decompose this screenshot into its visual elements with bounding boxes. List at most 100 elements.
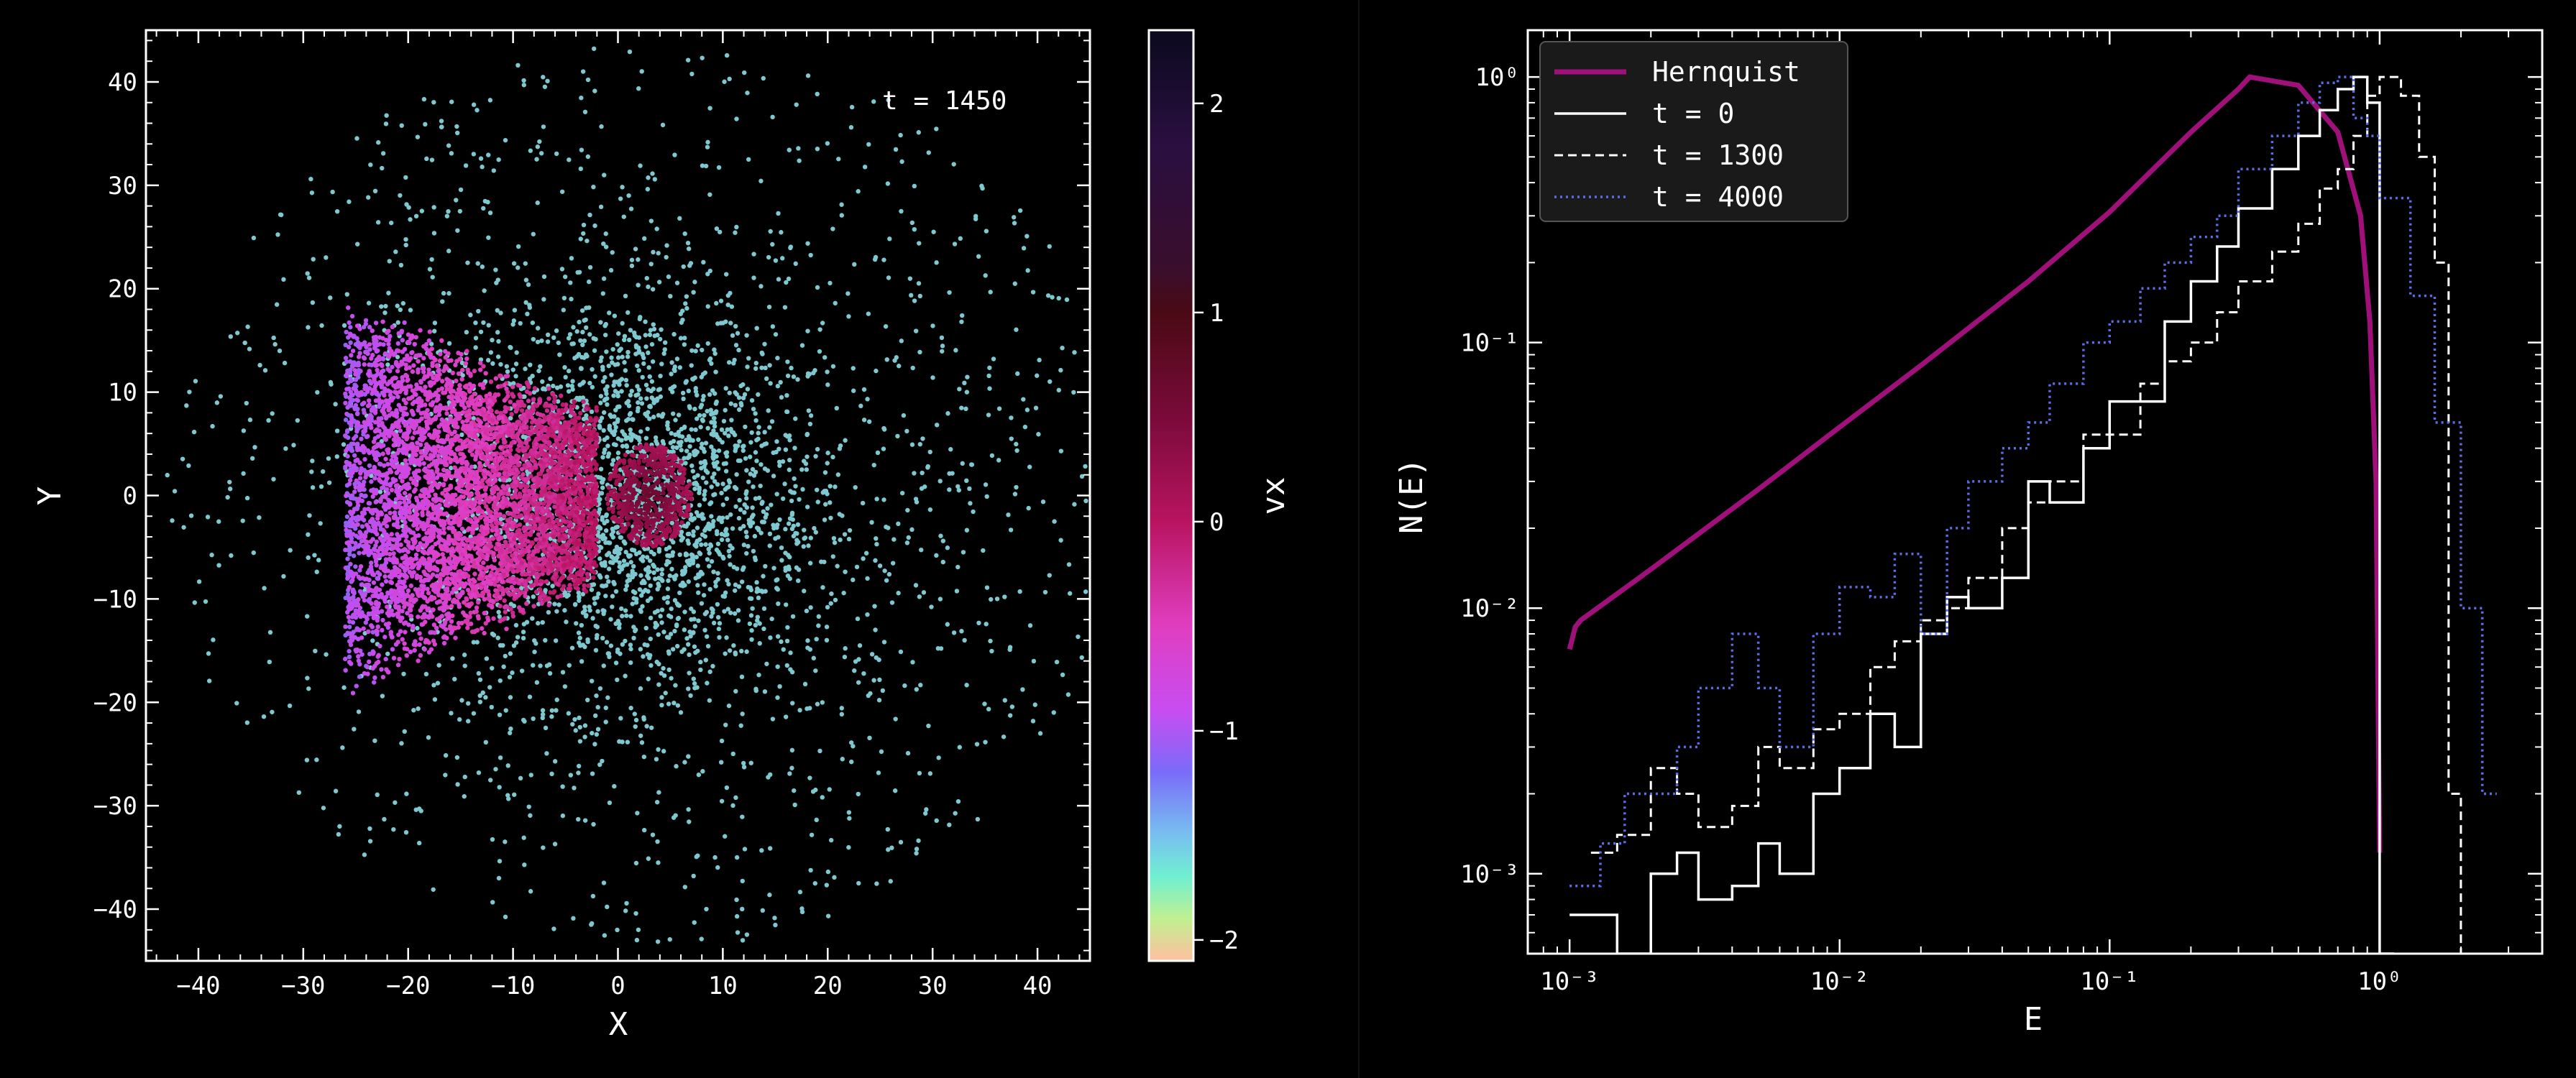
scatter-point (989, 453, 995, 459)
scatter-point (741, 448, 746, 453)
scatter-point (628, 614, 633, 619)
scatter-point (669, 430, 674, 436)
scatter-point (635, 384, 640, 389)
scatter-point (525, 311, 530, 317)
scatter-point (636, 282, 641, 287)
scatter-point (546, 609, 551, 615)
scatter-point (638, 686, 643, 691)
scatter-point (677, 590, 682, 596)
scatter-point (610, 250, 615, 255)
scatter-point (551, 335, 556, 341)
scatter-point (677, 552, 682, 558)
scatter-point (513, 374, 518, 379)
scatter-point (835, 472, 841, 477)
scatter-point (528, 148, 533, 153)
scatter-point (587, 604, 592, 609)
scatter-point (669, 676, 674, 681)
scatter-point (938, 596, 943, 602)
scatter-point (787, 771, 792, 776)
scatter-point (736, 515, 742, 521)
scatter-point (346, 305, 351, 310)
scatter-point (352, 727, 357, 732)
scatter-point (953, 348, 958, 353)
scatter-point (771, 522, 776, 528)
scatter-point (697, 551, 703, 556)
scatter-point (926, 723, 931, 729)
scatter-point (192, 600, 197, 605)
scatter-point (271, 335, 276, 341)
scatter-point (615, 618, 621, 624)
scatter-point (631, 563, 636, 569)
scatter-point (602, 560, 608, 565)
scatter-point (728, 562, 733, 567)
scatter-point (617, 404, 622, 410)
scatter-point (429, 257, 434, 262)
scatter-point (799, 343, 805, 348)
scatter-point (886, 98, 891, 103)
scatter-point (624, 613, 629, 618)
scatter-point (695, 685, 700, 690)
scatter-point (689, 363, 694, 368)
scatter-point (257, 362, 262, 368)
scatter-point (521, 717, 526, 723)
scatter-point (734, 392, 739, 397)
scatter-point (579, 147, 585, 152)
scatter-point (661, 351, 666, 356)
scatter-point (617, 739, 622, 744)
scatter-point (768, 381, 773, 386)
scatter-point (892, 358, 897, 363)
scatter-point (774, 492, 779, 497)
scatter-point (385, 604, 390, 609)
scatter-point (402, 490, 408, 496)
scatter-point (645, 426, 650, 431)
scatter-point (686, 686, 691, 691)
scatter-point (459, 360, 465, 366)
scatter-point (476, 308, 481, 314)
scatter-point (793, 416, 798, 421)
scatter-point (757, 641, 762, 646)
scatter-point (726, 433, 731, 438)
scatter-point (1060, 345, 1065, 351)
scatter-point (1033, 405, 1039, 410)
scatter-point (725, 302, 730, 308)
scatter-point (690, 561, 696, 566)
scatter-point (794, 102, 799, 107)
scatter-point (698, 667, 703, 673)
scatter-point (981, 548, 986, 553)
scatter-point (560, 670, 566, 675)
scatter-point (724, 635, 729, 640)
scatter-point (976, 254, 981, 259)
scatter-point (692, 487, 697, 492)
scatter-point (634, 937, 640, 943)
scatter-point (319, 323, 324, 328)
scatter-point (452, 676, 457, 682)
scatter-point (697, 485, 702, 491)
scatter-point (917, 441, 922, 447)
scatter-point (902, 683, 907, 688)
scatter-point (715, 571, 720, 576)
scatter-point (613, 389, 618, 394)
scatter-point (1083, 498, 1088, 504)
scatter-point (311, 257, 316, 262)
scatter-point (692, 406, 697, 412)
scatter-point (984, 622, 989, 627)
scatter-point (641, 361, 646, 367)
scatter-point (671, 384, 677, 389)
scatter-point (583, 317, 588, 323)
scatter-point (787, 433, 792, 438)
scatter-point (432, 697, 438, 702)
scatter-point (808, 605, 813, 610)
scatter-point (743, 530, 749, 535)
scatter-point (882, 568, 887, 573)
scatter-point (726, 548, 732, 554)
scatter-point (734, 224, 739, 230)
scatter-point (846, 536, 852, 542)
scatter-point (603, 321, 608, 327)
scatter-point (306, 555, 311, 561)
scatter-point (696, 590, 701, 595)
scatter-point (571, 403, 577, 409)
scatter-point (788, 667, 793, 672)
scatter-point (403, 458, 408, 463)
scatter-point (528, 889, 533, 894)
scatter-point (666, 274, 671, 280)
